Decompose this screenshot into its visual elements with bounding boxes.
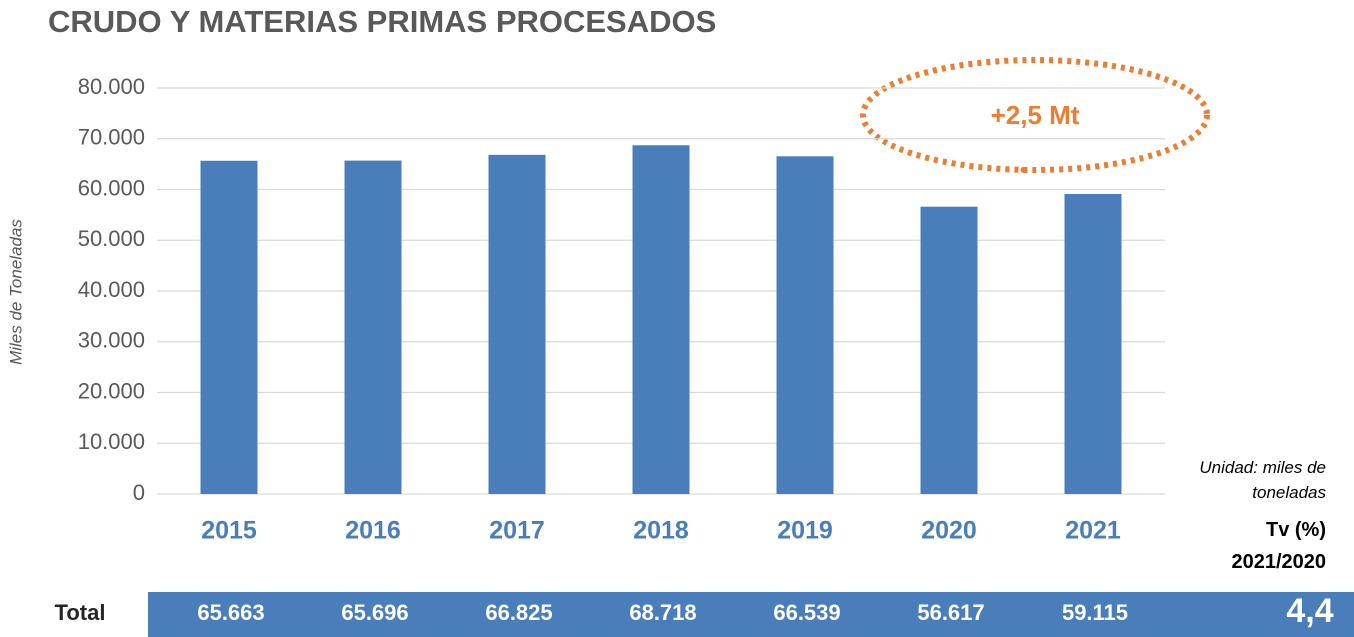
unit-note: Unidad: miles de toneladas — [1199, 458, 1326, 502]
x-tick-label: 2016 — [345, 517, 401, 545]
bar — [488, 154, 546, 494]
table-value: 65.696 — [341, 600, 408, 625]
bar — [200, 160, 258, 495]
y-tick-label: 60.000 — [78, 175, 145, 200]
bar — [776, 156, 834, 494]
x-tick-label: 2021 — [1065, 517, 1121, 545]
bar — [344, 160, 402, 494]
x-tick-label: 2019 — [777, 517, 833, 545]
y-tick-label: 80.000 — [78, 74, 145, 99]
x-tick-label: 2020 — [921, 517, 977, 545]
table-value: 65.663 — [197, 600, 264, 625]
table-value: 56.617 — [917, 600, 984, 625]
table-value: 59.115 — [1062, 600, 1128, 625]
bar — [1064, 193, 1122, 494]
x-tick-label: 2017 — [489, 517, 545, 545]
y-tick-label: 70.000 — [78, 125, 145, 150]
row-label: Total — [55, 600, 106, 625]
table-value: 68.718 — [629, 600, 696, 625]
chart-title: CRUDO Y MATERIAS PRIMAS PROCESADOS — [48, 4, 716, 39]
y-tick-label: 10.000 — [78, 429, 145, 454]
table-value: 66.539 — [773, 600, 840, 625]
y-tick-label: 0 — [133, 480, 145, 505]
x-tick-label: 2018 — [633, 517, 689, 545]
annotation: +2,5 Mt — [991, 100, 1080, 130]
rate-label: Tv (%) 2021/2020 — [1231, 519, 1326, 573]
y-tick-label: 20.000 — [78, 378, 145, 403]
x-tick-label: 2015 — [201, 517, 257, 545]
table-band — [148, 592, 1354, 637]
bar — [920, 206, 978, 494]
y-tick-label: 30.000 — [78, 328, 145, 353]
y-tick-label: 50.000 — [78, 226, 145, 251]
y-tick-label: 40.000 — [78, 277, 145, 302]
rate-value: 4,4 — [1286, 592, 1333, 630]
table-value: 66.825 — [485, 600, 552, 625]
annotation-ellipse — [860, 57, 1210, 173]
y-axis-label: Miles de Toneladas — [6, 219, 25, 365]
bar — [632, 145, 690, 494]
